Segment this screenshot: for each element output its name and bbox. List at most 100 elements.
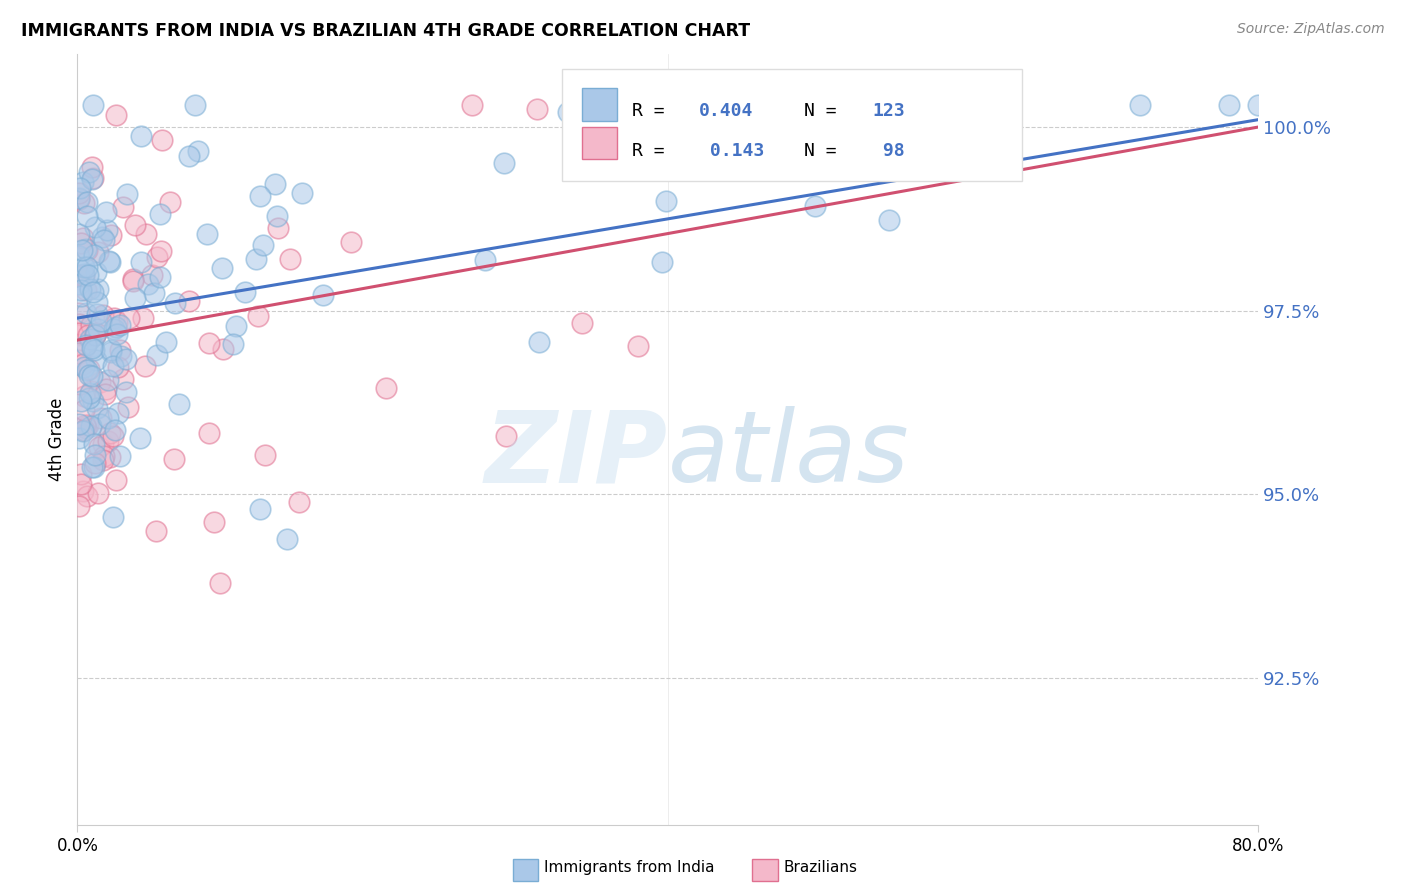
Point: [149, 207, 172, 221]
Point: [70, 289, 93, 303]
Text: 0.404: 0.404: [699, 102, 754, 120]
Point: [80, 318, 103, 332]
Point: [474, 253, 496, 268]
Point: [82, 285, 104, 299]
Point: [150, 244, 173, 259]
Point: [77, 361, 100, 376]
Point: [100, 450, 122, 465]
Point: [83, 343, 105, 357]
Point: [981, 159, 1004, 173]
Point: [804, 198, 827, 212]
Point: [129, 431, 152, 445]
Point: [107, 360, 129, 375]
Point: [278, 252, 301, 266]
Point: [252, 238, 274, 252]
Point: [1247, 98, 1270, 112]
Point: [76, 209, 98, 223]
Point: [84, 328, 107, 343]
Point: [82, 341, 104, 355]
Point: [143, 285, 166, 300]
Point: [775, 124, 797, 138]
Point: [80, 384, 103, 398]
Point: [72, 424, 94, 438]
Point: [249, 502, 271, 516]
Point: [72, 230, 94, 244]
Point: [84, 265, 107, 279]
Point: [195, 227, 218, 242]
Point: [132, 310, 155, 325]
Point: [67, 277, 90, 291]
Point: [67, 268, 90, 283]
Text: Brazilians: Brazilians: [783, 861, 858, 875]
Point: [129, 255, 152, 269]
Text: R =: R =: [633, 142, 676, 161]
Point: [104, 473, 127, 487]
Point: [264, 177, 287, 191]
Point: [67, 326, 90, 340]
Point: [114, 385, 136, 400]
Point: [72, 357, 94, 371]
Point: [100, 343, 122, 357]
Point: [288, 495, 311, 509]
Point: [1129, 98, 1152, 112]
Point: [82, 98, 104, 112]
Point: [89, 376, 111, 390]
Point: [72, 269, 94, 284]
Point: [129, 129, 152, 144]
Point: [375, 381, 398, 395]
Point: [76, 489, 98, 503]
Point: [146, 250, 169, 264]
Point: [557, 105, 579, 120]
Point: [86, 401, 108, 415]
Point: [339, 235, 361, 249]
Point: [526, 102, 548, 116]
Point: [461, 98, 484, 112]
Point: [98, 255, 121, 269]
Point: [82, 338, 104, 352]
Point: [75, 337, 97, 351]
Point: [69, 181, 91, 195]
Point: [67, 417, 90, 432]
Point: [104, 108, 127, 122]
Point: [110, 349, 132, 363]
Point: [527, 334, 550, 349]
Point: [75, 243, 97, 257]
Point: [225, 318, 247, 333]
Text: 123: 123: [872, 102, 905, 120]
Point: [115, 352, 138, 367]
Point: [105, 327, 128, 342]
Point: [84, 326, 107, 341]
Point: [76, 195, 98, 210]
Point: [90, 314, 112, 328]
Point: [76, 243, 98, 257]
Point: [76, 418, 98, 433]
Point: [134, 359, 156, 374]
Point: [70, 393, 93, 408]
Point: [103, 510, 125, 524]
Point: [177, 293, 200, 308]
Point: [93, 449, 115, 463]
Point: [108, 449, 131, 463]
Point: [94, 205, 117, 219]
Bar: [582, 127, 617, 160]
Point: [98, 253, 121, 268]
Point: [211, 260, 233, 275]
Point: [67, 186, 90, 201]
Point: [67, 346, 90, 360]
Point: [1218, 98, 1240, 112]
Point: [72, 175, 94, 189]
Point: [89, 417, 111, 431]
Point: [87, 282, 110, 296]
Point: [167, 397, 190, 411]
Point: [107, 407, 129, 421]
Point: [96, 373, 118, 387]
Point: [267, 221, 290, 235]
Point: [79, 385, 101, 400]
Point: [138, 277, 160, 291]
Point: [495, 428, 517, 442]
Point: [654, 194, 676, 208]
Point: [184, 98, 207, 112]
Point: [82, 170, 104, 185]
Point: [103, 359, 125, 374]
Point: [110, 343, 132, 357]
